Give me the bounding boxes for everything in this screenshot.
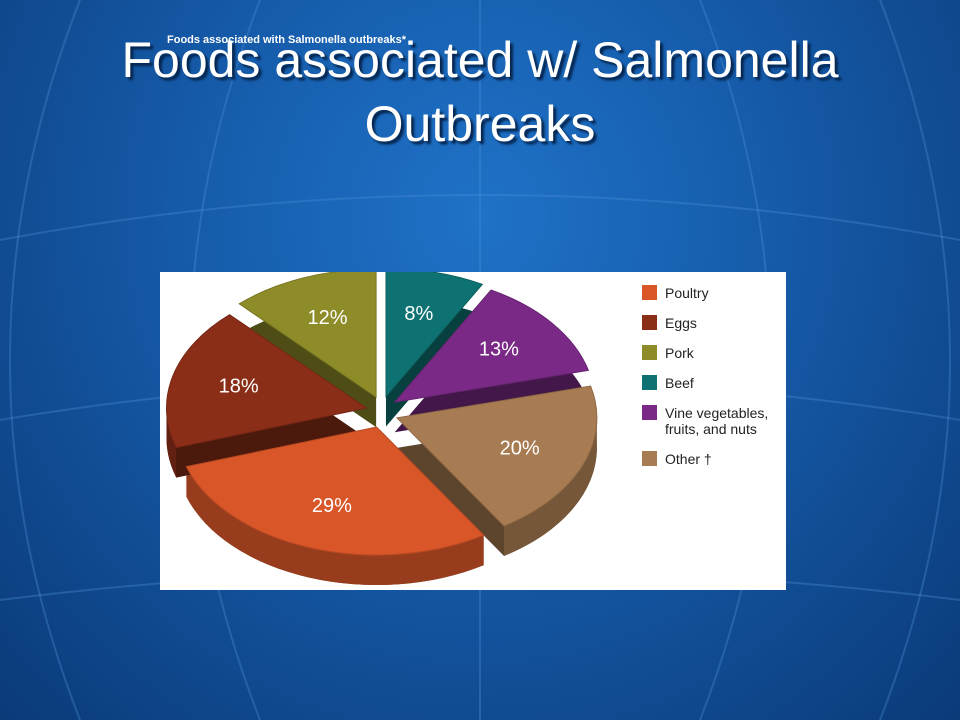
- legend-item: Poultry: [642, 285, 792, 315]
- legend-item: Other †: [642, 451, 792, 481]
- legend-label: Poultry: [665, 285, 709, 301]
- slice-side: [186, 466, 484, 586]
- chart-subtitle: Foods associated with Salmonella outbrea…: [167, 34, 407, 46]
- legend-label: Eggs: [665, 315, 697, 331]
- legend-label: Pork: [665, 345, 694, 361]
- pie-slice: [393, 289, 590, 403]
- legend-item: Beef: [642, 375, 792, 405]
- legend-label: Vine vegetables, fruits, and nuts: [665, 405, 769, 437]
- data-label: 12%: [308, 307, 348, 329]
- legend-item: Vine vegetables, fruits, and nuts: [642, 405, 792, 451]
- pie-slice: [185, 426, 485, 556]
- data-label: 20%: [500, 437, 540, 459]
- legend-swatch: [642, 315, 657, 330]
- data-label: 29%: [312, 495, 352, 517]
- slice-side: [166, 408, 177, 478]
- legend-swatch: [642, 451, 657, 466]
- legend: Poultry Eggs Pork Beef Vine vegetables, frui…: [642, 285, 792, 481]
- slice-side: [504, 417, 597, 556]
- chart: 8% 13% 20% 29% 18% 12%: [166, 272, 598, 586]
- legend-swatch: [642, 345, 657, 360]
- legend-swatch: [642, 375, 657, 390]
- legend-label: Beef: [665, 375, 694, 391]
- slide-title: Foods associated w/ Salmonella Outbreaks: [121, 32, 839, 152]
- pie-slice: [385, 272, 484, 398]
- legend-swatch: [642, 285, 657, 300]
- legend-item: Eggs: [642, 315, 792, 345]
- data-label: 8%: [404, 303, 433, 325]
- legend-label: Other †: [665, 451, 712, 467]
- pie-slice: [166, 314, 368, 449]
- data-label: 18%: [219, 375, 259, 397]
- data-label: 13%: [479, 339, 519, 361]
- pie-slice: [395, 385, 598, 527]
- legend-item: Pork: [642, 345, 792, 375]
- legend-swatch: [642, 405, 657, 420]
- pie-slice: [238, 272, 377, 399]
